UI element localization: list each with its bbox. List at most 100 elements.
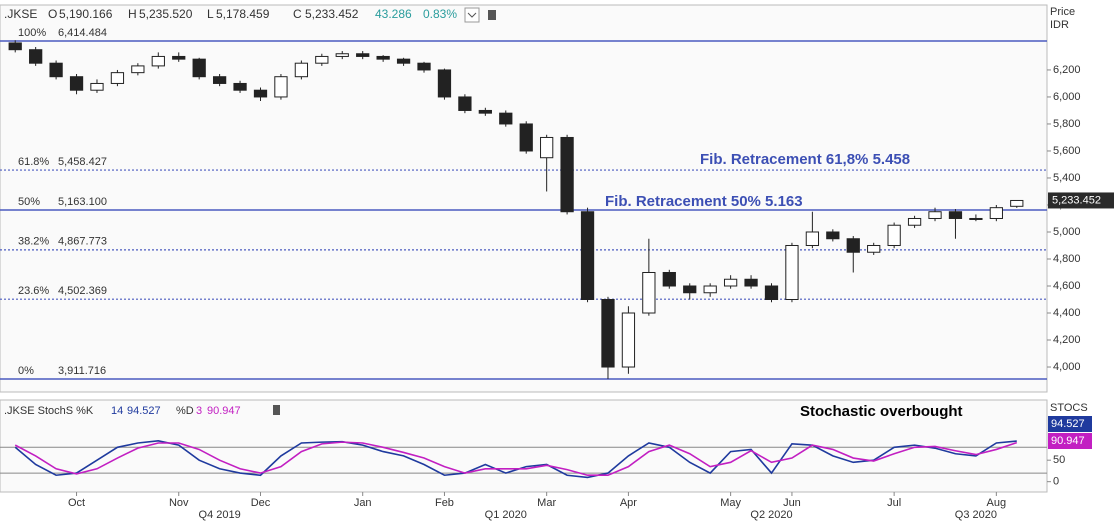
open-key: O <box>48 7 57 21</box>
axis-title: Price <box>1050 6 1075 18</box>
y-tick-label: 50 <box>1053 454 1065 466</box>
value-tag-label: 94.527 <box>1051 418 1085 430</box>
x-tick-label: Jul <box>887 497 901 509</box>
candle-body <box>335 53 349 57</box>
candle-body <box>683 285 697 294</box>
y-tick-label: 4,800 <box>1053 253 1081 265</box>
x-tick-label: Mar <box>537 497 556 509</box>
y-tick-label: 4,200 <box>1053 334 1081 346</box>
candle-body <box>785 244 799 301</box>
candle-body <box>846 238 860 253</box>
candle-body <box>887 224 901 246</box>
annotation: Fib. Retracement 50% 5.163 <box>605 193 803 210</box>
close-key: C <box>293 7 302 21</box>
candle-body <box>356 53 370 57</box>
candle-body <box>437 69 452 98</box>
open-value: 5,190.166 <box>59 7 113 21</box>
annotation: Stochastic overbought <box>800 403 963 420</box>
candle-body <box>69 76 84 91</box>
candle-body <box>703 285 717 294</box>
candle-body <box>376 55 390 60</box>
high-key: H <box>128 7 137 21</box>
candle-body <box>274 76 288 98</box>
candle-body <box>764 285 779 301</box>
candle-body <box>826 231 840 240</box>
x-tick-label: Apr <box>620 497 637 509</box>
candle-body <box>396 58 411 64</box>
candle-body <box>580 211 595 301</box>
x-tick-label: Aug <box>987 497 1007 509</box>
candle-body <box>642 271 656 314</box>
fib-pct: 0% <box>18 365 34 377</box>
y-tick-label: 5,400 <box>1053 172 1081 184</box>
candle-body <box>723 278 738 287</box>
y-tick-label: 0 <box>1053 476 1059 488</box>
candle-body <box>499 112 513 125</box>
fib-pct: 61.8% <box>18 156 49 168</box>
change-pct: 0.83% <box>423 7 457 21</box>
value-tag-label: 90.947 <box>1051 435 1085 447</box>
candle-body <box>478 109 492 114</box>
candle-body <box>948 211 963 219</box>
annotation: Fib. Retracement 61,8% 5.458 <box>700 151 910 168</box>
candle-body <box>969 217 983 220</box>
x-tick-label: Nov <box>169 497 189 509</box>
candle-body <box>192 58 206 78</box>
stoch-title: .JKSE StochS %K <box>4 405 94 417</box>
x-tick-label: Jun <box>783 497 801 509</box>
low-key: L <box>207 7 214 21</box>
delete-icon[interactable] <box>488 10 496 20</box>
candle-body <box>1010 199 1024 207</box>
last-price-label: 5,233.452 <box>1052 194 1101 206</box>
candle-body <box>233 82 247 91</box>
fib-pct: 50% <box>18 196 40 208</box>
y-tick-label: 4,400 <box>1053 307 1081 319</box>
change: 43.286 <box>375 7 412 21</box>
candle-body <box>212 76 227 84</box>
x-tick-label: Feb <box>435 497 454 509</box>
x-tick-label: Jan <box>354 497 372 509</box>
quarter-label: Q1 2020 <box>485 509 527 521</box>
candle-body <box>621 312 636 368</box>
candle-body <box>519 123 533 152</box>
dropdown[interactable] <box>464 7 480 23</box>
candle-body <box>110 72 125 84</box>
y-tick-label: 4,000 <box>1053 361 1081 373</box>
quarter-label: Q3 2020 <box>955 509 997 521</box>
k-value: 94.527 <box>127 405 161 417</box>
y-tick-label: 5,800 <box>1053 118 1081 130</box>
candle-body <box>172 55 186 60</box>
d-label: %D <box>176 405 194 417</box>
candle-body <box>458 96 472 111</box>
y-tick-label: 6,200 <box>1053 64 1081 76</box>
candle-body <box>151 55 165 67</box>
stoch-panel <box>0 399 1048 493</box>
high-value: 5,235.520 <box>139 7 193 21</box>
candle-body <box>90 82 104 91</box>
fib-pct: 38.2% <box>18 236 49 248</box>
candle-body <box>315 55 329 64</box>
candle-body <box>417 62 431 71</box>
quarter-label: Q2 2020 <box>750 509 792 521</box>
quarter-label: Q4 2019 <box>199 509 241 521</box>
candle-body <box>49 62 63 78</box>
candle-body <box>805 231 820 246</box>
delete-icon[interactable] <box>273 405 280 415</box>
k-period: 14 <box>111 405 123 417</box>
fib-value: 4,867.773 <box>58 236 107 248</box>
value-tag <box>1048 433 1092 449</box>
stoch-line <box>14 441 1018 477</box>
header: .JKSE O 5,190.166 H 5,235.520 L 5,178.45… <box>4 6 1075 31</box>
candle-body <box>744 278 758 287</box>
y-tick-label: 5,000 <box>1053 226 1081 238</box>
y-tick-label: 5,600 <box>1053 145 1081 157</box>
y-tick-label: 6,000 <box>1053 91 1081 103</box>
fib-pct: 23.6% <box>18 285 49 297</box>
candle-body <box>253 89 268 98</box>
stoch-axis-title: STOCS <box>1050 402 1088 414</box>
x-tick-label: Oct <box>68 497 85 509</box>
candle-body <box>662 271 676 287</box>
value-tag <box>1048 416 1092 432</box>
candle-body <box>989 207 1003 219</box>
candle-body <box>601 299 615 368</box>
